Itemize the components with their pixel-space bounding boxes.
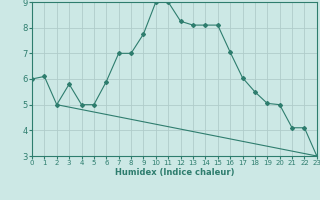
X-axis label: Humidex (Indice chaleur): Humidex (Indice chaleur) <box>115 168 234 177</box>
